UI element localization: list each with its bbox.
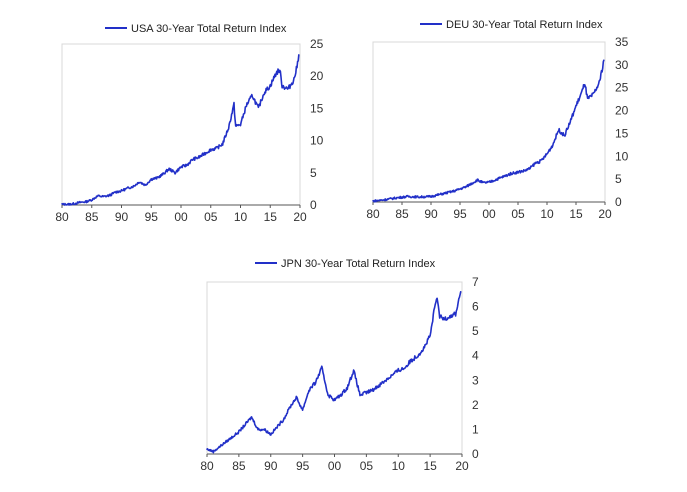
usa-x-tick-label: 15: [264, 210, 278, 224]
jpn-y-tick-label: 3: [472, 373, 479, 387]
jpn-x-tick-label: 95: [296, 459, 310, 473]
usa-x-tick-label: 20: [293, 210, 307, 224]
deu-y-tick-label: 25: [615, 81, 629, 95]
jpn-y-tick-label: 2: [472, 398, 479, 412]
jpn-y-tick-label: 1: [472, 422, 479, 436]
deu-y-tick-label: 15: [615, 126, 629, 140]
usa-y-tick-label: 25: [310, 37, 324, 51]
jpn-x-tick-label: 00: [328, 459, 342, 473]
jpn-y-tick-label: 4: [472, 349, 479, 363]
usa-x-tick-label: 05: [204, 210, 218, 224]
jpn-series-line: [206, 291, 462, 454]
jpn-x-tick-label: 90: [264, 459, 278, 473]
deu-x-tick-label: 15: [569, 207, 583, 221]
jpn-y-tick-label: 0: [472, 447, 479, 461]
jpn-x-tick-label: 05: [360, 459, 374, 473]
usa-series-line: [61, 54, 300, 206]
usa-y-tick-label: 5: [310, 166, 317, 180]
deu-y-tick-label: 20: [615, 104, 629, 118]
deu-x-tick-label: 10: [540, 207, 554, 221]
deu-x-tick-label: 05: [511, 207, 525, 221]
usa-x-tick-label: 85: [85, 210, 99, 224]
deu-y-tick-label: 30: [615, 58, 629, 72]
jpn-x-tick-label: 20: [455, 459, 469, 473]
deu-x-tick-label: 80: [366, 207, 380, 221]
usa-plot-frame: [61, 43, 301, 206]
jpn-x-tick-label: 10: [392, 459, 406, 473]
jpn-x-tick-label: 85: [232, 459, 246, 473]
usa-x-tick-label: 00: [174, 210, 188, 224]
usa-x-tick-label: 80: [55, 210, 69, 224]
deu-y-tick-label: 5: [615, 172, 622, 186]
jpn-x-tick-label: 15: [423, 459, 437, 473]
jpn-chart: 80 85 90 95 00 05 10 15 200 1 2 3 4 5 6 7 JPN 30-Year To…: [200, 258, 479, 473]
deu-x-tick-label: 90: [424, 207, 438, 221]
deu-y-tick-label: 0: [615, 195, 622, 209]
deu-y-tick-label: 10: [615, 149, 629, 163]
jpn-plot-frame: [206, 281, 463, 455]
jpn-x-tick-label: 80: [200, 459, 214, 473]
deu-series-line: [372, 59, 605, 203]
deu-x-tick-label: 20: [598, 207, 612, 221]
jpn-y-tick-label: 6: [472, 300, 479, 314]
jpn-legend-label: JPN 30-Year Total Return Index: [281, 258, 436, 270]
usa-legend-label: USA 30-Year Total Return Index: [131, 23, 287, 35]
usa-x-tick-label: 90: [115, 210, 129, 224]
jpn-y-tick-label: 5: [472, 324, 479, 338]
usa-x-tick-label: 95: [145, 210, 159, 224]
jpn-y-tick-label: 7: [472, 275, 479, 289]
usa-y-tick-label: 20: [310, 69, 324, 83]
deu-x-tick-label: 00: [482, 207, 496, 221]
usa-y-tick-label: 10: [310, 134, 324, 148]
deu-x-tick-label: 85: [395, 207, 409, 221]
usa-y-tick-label: 0: [310, 198, 317, 212]
usa-y-tick-label: 15: [310, 101, 324, 115]
deu-y-tick-label: 35: [615, 35, 629, 49]
deu-legend-label: DEU 30-Year Total Return Index: [446, 19, 603, 31]
usa-x-tick-label: 10: [234, 210, 248, 224]
deu-x-tick-label: 95: [453, 207, 467, 221]
